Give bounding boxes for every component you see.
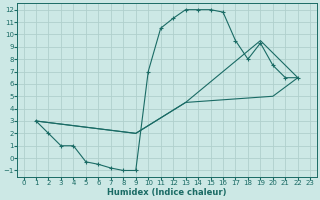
X-axis label: Humidex (Indice chaleur): Humidex (Indice chaleur) [107,188,227,197]
